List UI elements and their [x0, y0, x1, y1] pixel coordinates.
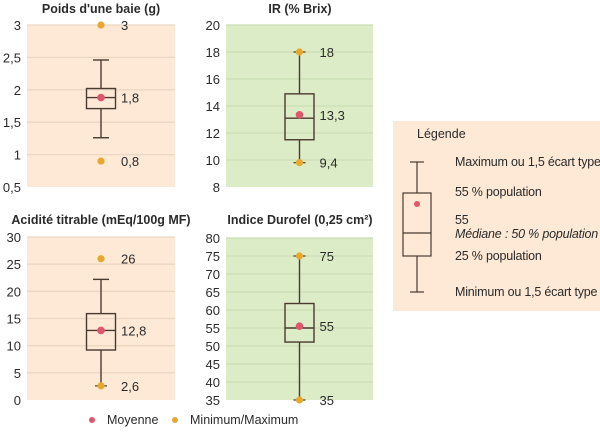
- legend-boxplot-icon: [402, 161, 432, 293]
- chart-2-max-point: [295, 48, 304, 56]
- chart-2-ytick-label: 8: [213, 180, 220, 195]
- mean-dot-icon: [89, 417, 95, 423]
- chart-1-ytick-label: 3: [14, 18, 21, 33]
- chart-4-ytick-label: 35: [206, 393, 220, 408]
- chart-2-min-label: 9,4: [320, 156, 338, 171]
- chart-3-ytick-label: 30: [7, 230, 21, 245]
- chart-1-mean-label: 1,8: [121, 91, 139, 106]
- chart-3-ytick-label: 0: [14, 393, 21, 408]
- chart-1-ytick-label: 1,5: [3, 115, 21, 130]
- chart-2-mean-point: [295, 110, 304, 119]
- chart-1-ytick-label: 2: [14, 83, 21, 98]
- chart-4-title: Indice Durofel (0,25 cm²): [227, 213, 372, 227]
- legend-box: Légende Maximum ou 1,5 écart type 55 % p…: [393, 121, 600, 311]
- chart-2-box: [284, 93, 315, 141]
- chart-3-title: Acidité titrable (mEq/100g MF): [11, 213, 190, 227]
- chart-2-max-label: 18: [320, 45, 334, 60]
- chart-4-min-label: 35: [320, 393, 334, 408]
- chart-4-mean-label: 55: [320, 319, 334, 334]
- chart-4-ytick-label: 60: [206, 303, 220, 318]
- chart-2-title: IR (% Brix): [268, 2, 331, 16]
- chart-4-ytick-label: 50: [206, 339, 220, 354]
- chart-1-ytick-label: 2,5: [3, 50, 21, 65]
- chart-3-max-point: [97, 255, 105, 263]
- chart-1-mean-point: [97, 93, 105, 102]
- legend-item-minmax: Minimum/Maximum: [172, 413, 298, 427]
- chart-3-ytick-label: 25: [7, 257, 21, 272]
- chart-1-box: [85, 87, 117, 110]
- chart-4-max-label: 75: [320, 249, 334, 264]
- chart-4-box: [284, 302, 315, 343]
- chart-2-ytick-label: 16: [206, 72, 220, 87]
- legend-item-minmax-label: Minimum/Maximum: [190, 413, 299, 427]
- legend-median-label: Médiane : 50 % population: [455, 227, 599, 241]
- chart-1-min-point: [97, 157, 105, 165]
- chart-3-min-point: [97, 382, 105, 390]
- chart-3-ytick-label: 5: [14, 366, 21, 381]
- chart-1-title: Poids d'une baie (g): [42, 2, 160, 16]
- chart-3-mean-label: 12,8: [121, 323, 146, 338]
- chart-3-min-label: 2,6: [121, 379, 139, 394]
- chart-2-min-point: [295, 159, 304, 167]
- chart-2-ytick-label: 12: [206, 126, 220, 141]
- chart-2-ytick-label: 10: [206, 153, 220, 168]
- chart-2-mean-label: 13,3: [320, 108, 345, 123]
- chart-3-ytick-label: 20: [7, 284, 21, 299]
- chart-4-ytick-label: 75: [206, 249, 220, 264]
- chart-3-ytick-label: 10: [7, 339, 21, 354]
- chart-3-box: [85, 312, 117, 351]
- legend-mean-dot: [414, 201, 420, 207]
- chart-2-ytick-label: 20: [206, 18, 220, 33]
- legend-q1-label: 25 % population: [455, 249, 542, 263]
- legend-title: Légende: [417, 127, 466, 141]
- chart-4-ytick-label: 65: [206, 285, 220, 300]
- chart-3-max-label: 26: [121, 252, 135, 267]
- chart-4-max-point: [295, 252, 304, 260]
- chart-3-ytick-label: 15: [7, 312, 21, 327]
- chart-4-ytick-label: 70: [206, 267, 220, 282]
- chart-4-min-point: [295, 396, 304, 404]
- chart-2-ytick-label: 18: [206, 45, 220, 60]
- legend-item-mean: Moyenne: [89, 413, 158, 427]
- chart-1-ytick-label: 1: [14, 148, 21, 163]
- legend-item-mean-label: Moyenne: [107, 413, 159, 427]
- legend-q3-label: 55 % population: [455, 185, 542, 199]
- chart-1-ytick-label: 0,5: [3, 180, 21, 195]
- legend-min-label: Minimum ou 1,5 écart type: [455, 285, 598, 299]
- chart-4-ytick-label: 40: [206, 375, 220, 390]
- legend-mean-label: 55: [455, 213, 469, 227]
- chart-1-max-label: 3: [121, 18, 128, 33]
- chart-1-max-point: [97, 21, 105, 29]
- chart-2-ytick-label: 14: [206, 99, 220, 114]
- bottom-legend: Moyenne Minimum/Maximum: [0, 413, 600, 433]
- legend-max-label: Maximum ou 1,5 écart type: [455, 155, 600, 169]
- chart-3-mean-point: [97, 326, 105, 335]
- chart-4-mean-point: [295, 322, 304, 331]
- chart-4-ytick-label: 80: [206, 231, 220, 246]
- chart-4-ytick-label: 55: [206, 321, 220, 336]
- chart-1-min-label: 0,8: [121, 154, 139, 169]
- minmax-dot-icon: [172, 417, 178, 423]
- chart-4-ytick-label: 45: [206, 357, 220, 372]
